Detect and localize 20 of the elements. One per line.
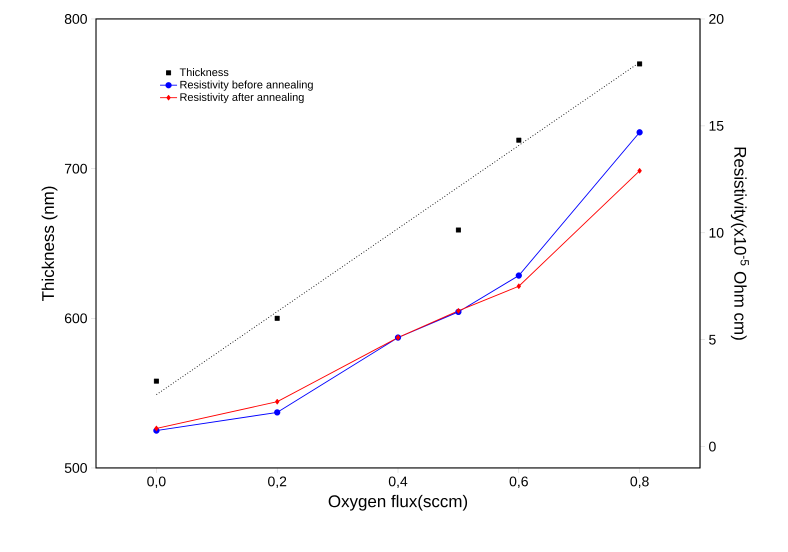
x-tick-label: 0,8 [630,476,649,488]
y-tick-label: 800 [64,14,87,24]
legend-label: Resistivity after annealing [180,92,304,104]
x-tick-label: 0,4 [388,476,408,488]
y-tick-label: 500 [64,463,87,473]
legend-label: Resistivity before annealing [180,80,313,91]
y-tick-label: 600 [64,313,87,324]
y2-tick-label: 15 [710,121,724,131]
y-tick-label: 700 [64,164,87,174]
y2-tick-label: 5 [709,334,716,345]
y-axis-title: Thickness (nm) [42,186,58,301]
y2-tick-label: 10 [710,228,724,238]
x-tick-label: 0,0 [147,476,166,488]
x-axis-title: Oxygen flux(sccm) [328,494,468,511]
y2-axis-title: Resistivity(x10$^{-5}$ Ohm cm) [730,148,749,340]
y2-tick-label: 20 [709,14,724,24]
x-tick-label: 0,2 [268,476,286,488]
x-tick-label: 0,6 [510,476,528,488]
y2-tick-label: 0 [709,442,716,452]
legend-label: Thickness [180,68,228,76]
